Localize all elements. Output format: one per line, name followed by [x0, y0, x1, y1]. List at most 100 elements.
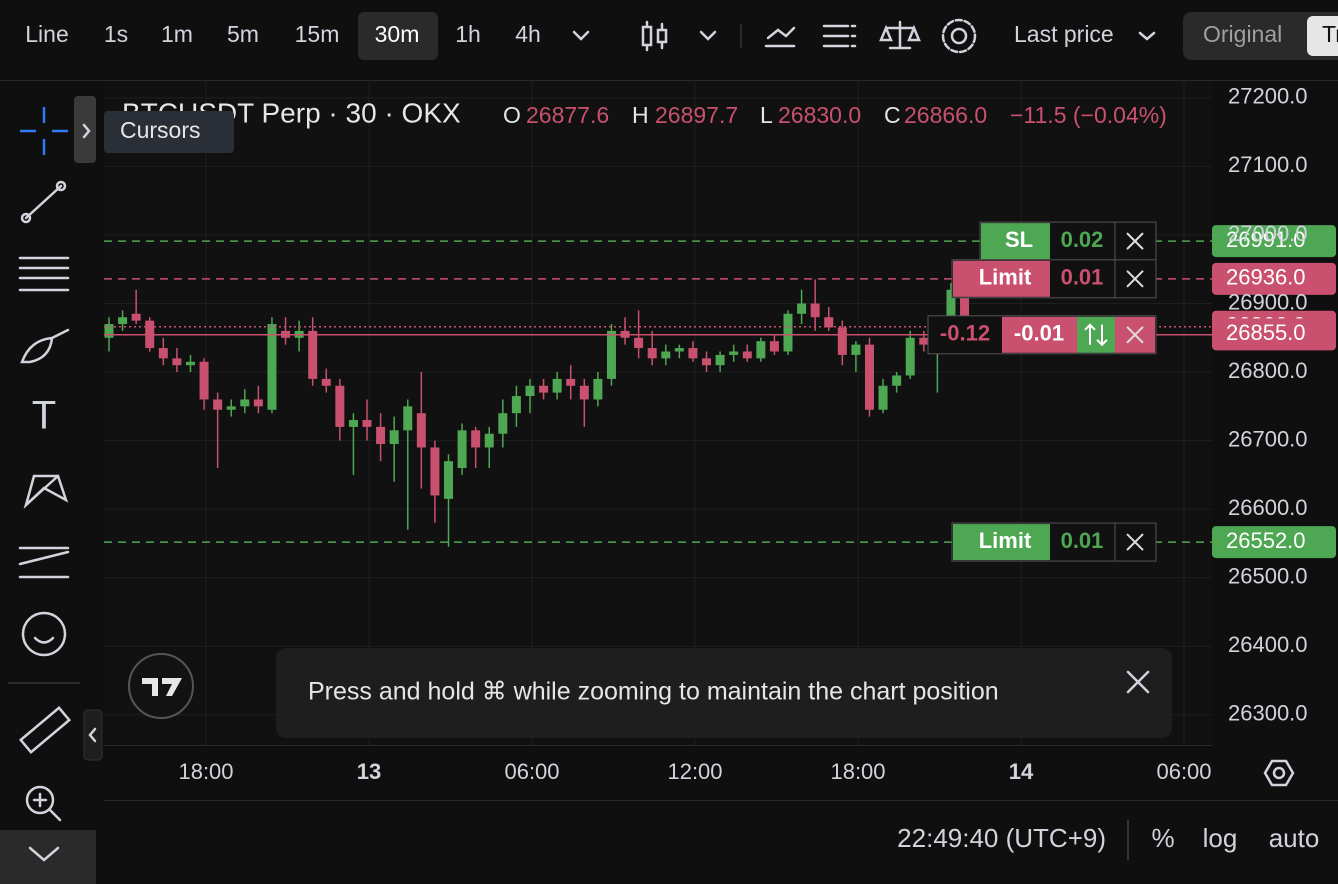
y-tick-label: 26600.0: [1228, 495, 1308, 520]
interval[interactable]: 5m: [227, 21, 259, 47]
candle-body: [905, 337, 915, 376]
order-kind-bg: [953, 524, 1050, 561]
candle-body: [661, 351, 671, 359]
interval[interactable]: 1h: [455, 21, 481, 47]
left-toolbar: T: [0, 96, 103, 884]
cursor-tool[interactable]: [20, 107, 68, 155]
y-tick-label: 26400.0: [1228, 632, 1308, 657]
brush-tool[interactable]: [20, 328, 70, 364]
interval[interactable]: 4h: [515, 21, 541, 47]
price-label-bg: [1212, 225, 1336, 258]
text-tool[interactable]: T: [32, 394, 56, 438]
close-x[interactable]: [1126, 270, 1144, 288]
candle-body: [253, 399, 263, 407]
line-tool[interactable]: [20, 180, 67, 224]
candle-body: [172, 358, 182, 366]
candle-body: [864, 344, 874, 410]
collapse-arrow: [88, 727, 97, 743]
y-tick-label: 26500.0: [1228, 564, 1308, 589]
close-x[interactable]: [1126, 232, 1144, 250]
candle-body: [892, 375, 902, 386]
x-tick-label: 12:00: [667, 759, 722, 784]
close-x[interactable]: [1126, 326, 1144, 344]
fib-tool[interactable]: [18, 256, 70, 292]
price-label: 26552.0: [1226, 528, 1306, 553]
candle-body: [810, 303, 820, 318]
candle-body: [213, 399, 223, 410]
interval[interactable]: 15m: [295, 21, 340, 47]
y-tick-label: 26700.0: [1228, 426, 1308, 451]
price-source[interactable]: Last price: [1014, 21, 1114, 47]
settings[interactable]: [941, 18, 977, 54]
collapse-tab[interactable]: [83, 709, 103, 761]
candle-body: [498, 413, 508, 434]
expand-arrow: [82, 123, 91, 139]
tab[interactable]: Original: [1203, 21, 1282, 47]
candle-body: [851, 344, 861, 355]
candle-body: [960, 289, 970, 327]
log-toggle[interactable]: log: [1203, 823, 1238, 853]
ohlc-value: 26830.0: [778, 102, 861, 128]
candle-body: [824, 317, 834, 328]
y-tick-label: 27200.0: [1228, 84, 1308, 109]
pattern-tool[interactable]: [23, 474, 69, 509]
close-x[interactable]: [1126, 533, 1144, 551]
interval[interactable]: 1m: [161, 21, 193, 47]
candle-body: [606, 330, 616, 379]
candle-body: [946, 289, 956, 321]
zoom-tool[interactable]: [25, 785, 62, 822]
candle-body: [566, 378, 576, 386]
candle-body: [308, 330, 318, 379]
emoji-tool[interactable]: [21, 611, 67, 657]
type-menu[interactable]: [699, 30, 717, 41]
chart-style[interactable]: Line: [25, 21, 68, 47]
interval-menu[interactable]: [572, 30, 590, 41]
percent-toggle[interactable]: %: [1151, 823, 1174, 853]
compare[interactable]: [879, 20, 921, 50]
candle-body: [226, 406, 236, 410]
candle-body: [185, 361, 195, 366]
y-tick-label: 27000.0: [1228, 221, 1308, 246]
candle-body: [335, 385, 345, 427]
active-tab-bg: [1307, 16, 1338, 56]
order-kind-bg: [981, 223, 1050, 260]
logo[interactable]: [128, 653, 194, 719]
price-label-bg: [1212, 318, 1336, 351]
measure-lines-tool[interactable]: [18, 546, 70, 579]
toast-close[interactable]: [1126, 670, 1150, 694]
order-qty: 0.02: [1061, 227, 1104, 252]
indicators[interactable]: [764, 26, 796, 48]
candle-body: [389, 430, 399, 445]
candle-body: [756, 341, 766, 359]
candle-body: [158, 348, 168, 359]
x-tick-label: 06:00: [504, 759, 559, 784]
interval[interactable]: 30m: [375, 21, 420, 47]
candle-body: [348, 420, 358, 427]
candle-body: [634, 337, 644, 349]
tooltip-tab: [74, 96, 96, 163]
x-tick-label: 06:00: [1156, 759, 1211, 784]
interval[interactable]: 1s: [104, 21, 128, 47]
candle-body: [362, 420, 372, 427]
ruler-tool[interactable]: [18, 706, 72, 754]
axis-settings[interactable]: [1263, 759, 1295, 787]
candle-body: [484, 433, 494, 448]
auto-toggle[interactable]: auto: [1269, 823, 1320, 853]
change: −11.5 (−0.04%): [1010, 102, 1167, 128]
tab[interactable]: Tr: [1322, 21, 1338, 47]
toast-text: Press and hold ⌘ while zooming to mainta…: [308, 678, 999, 706]
reverse-btn[interactable]: [1077, 316, 1115, 353]
candle-body: [321, 378, 331, 386]
layout[interactable]: [822, 24, 857, 48]
x-tick-label: 13: [357, 759, 381, 784]
candle-body: [769, 341, 779, 352]
candle-body: [702, 358, 712, 366]
tab-group: [1183, 12, 1338, 60]
candle-body: [783, 313, 793, 352]
candle-body: [878, 385, 888, 410]
ohlc-key: H: [632, 102, 649, 128]
position-qty-bg: [1002, 316, 1077, 353]
candle-body: [729, 351, 739, 355]
candle-type[interactable]: [641, 20, 668, 52]
candle-body: [593, 378, 603, 400]
